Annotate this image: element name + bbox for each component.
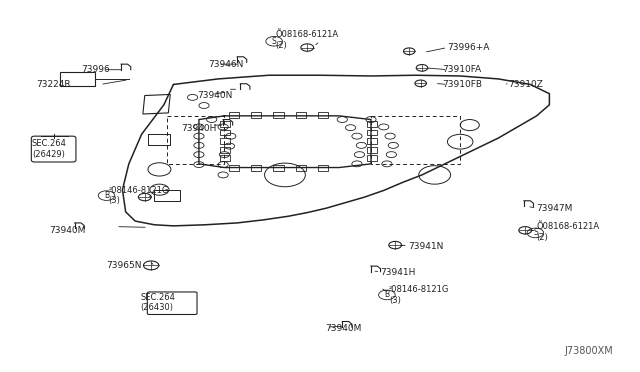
Text: SEC.264
(26430): SEC.264 (26430)	[140, 293, 175, 312]
Bar	[367, 155, 377, 161]
Text: ²08146-8121G
(3): ²08146-8121G (3)	[389, 285, 449, 305]
Bar	[251, 112, 261, 118]
Bar	[220, 138, 230, 144]
Bar	[229, 112, 239, 118]
Bar	[220, 155, 230, 161]
Bar	[296, 165, 306, 171]
Text: 73910FA: 73910FA	[442, 65, 481, 74]
Bar	[229, 165, 239, 171]
Text: 73996+A: 73996+A	[447, 43, 490, 52]
Text: S: S	[533, 228, 538, 237]
Text: 73910Z: 73910Z	[508, 80, 543, 89]
Text: 73910FB: 73910FB	[442, 80, 483, 89]
Text: ²08146-8121G
(3): ²08146-8121G (3)	[108, 186, 169, 205]
Text: 73940N: 73940N	[198, 91, 233, 100]
Bar	[296, 112, 306, 118]
Text: 73940M: 73940M	[325, 324, 362, 333]
Text: S: S	[272, 37, 276, 46]
Bar	[318, 112, 328, 118]
Text: SEC.264
(26429): SEC.264 (26429)	[32, 140, 67, 159]
Text: 73941N: 73941N	[408, 243, 444, 251]
Text: B: B	[385, 291, 390, 299]
Text: Õ08168-6121A
(2): Õ08168-6121A (2)	[537, 222, 600, 242]
Bar	[367, 138, 377, 144]
Bar	[220, 147, 230, 153]
Bar	[367, 147, 377, 153]
Bar	[220, 121, 230, 127]
Text: J73800XM: J73800XM	[564, 346, 613, 356]
Text: B: B	[104, 191, 109, 200]
Text: 73947M: 73947M	[537, 203, 573, 213]
Text: 73940M: 73940M	[49, 226, 86, 235]
Bar	[367, 121, 377, 127]
Bar	[273, 165, 284, 171]
Bar	[367, 129, 377, 135]
Text: 73965N: 73965N	[106, 261, 142, 270]
Bar	[318, 165, 328, 171]
Bar	[251, 165, 261, 171]
Text: 73940H: 73940H	[181, 124, 216, 133]
Text: 73224R: 73224R	[36, 80, 71, 89]
Bar	[220, 129, 230, 135]
Text: 73941H: 73941H	[381, 268, 416, 277]
Bar	[60, 71, 95, 86]
Text: 73946N: 73946N	[209, 60, 244, 69]
Text: Õ08168-6121A
(2): Õ08168-6121A (2)	[275, 31, 339, 50]
Text: 73996: 73996	[81, 65, 110, 74]
Bar	[273, 112, 284, 118]
